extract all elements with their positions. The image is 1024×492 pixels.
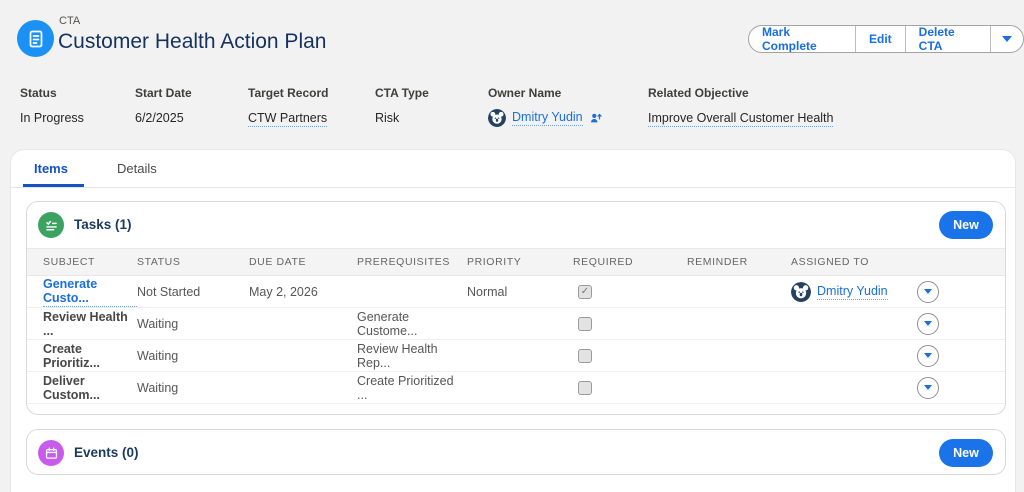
required-checkbox[interactable] bbox=[578, 380, 592, 395]
task-priority: Normal bbox=[467, 284, 508, 299]
field-related-objective: Related Objective Improve Overall Custom… bbox=[648, 86, 834, 127]
col-due-date: DUE DATE bbox=[249, 256, 307, 268]
field-cta-type: CTA Type Risk bbox=[375, 86, 429, 127]
field-value: In Progress bbox=[20, 111, 84, 125]
target-record-link[interactable]: CTW Partners bbox=[248, 111, 328, 127]
col-assigned-to: ASSIGNED TO bbox=[791, 256, 869, 268]
chevron-down-icon bbox=[924, 321, 932, 326]
field-value: 6/2/2025 bbox=[135, 111, 184, 125]
tasks-icon bbox=[38, 212, 64, 238]
field-label: CTA Type bbox=[375, 86, 429, 100]
task-status: Waiting bbox=[137, 348, 179, 363]
assignee-avatar bbox=[791, 281, 811, 302]
row-menu-button[interactable] bbox=[917, 344, 939, 367]
header-action-group: Mark Complete Edit Delete CTA bbox=[748, 25, 1024, 53]
task-prerequisites: Create Prioritized ... bbox=[357, 373, 454, 402]
task-status: Not Started bbox=[137, 284, 201, 299]
delete-cta-button[interactable]: Delete CTA bbox=[906, 26, 992, 52]
table-row: Generate Custo... Not Started May 2, 202… bbox=[27, 276, 1005, 308]
row-menu-button[interactable] bbox=[917, 312, 939, 335]
field-target-record: Target Record CTW Partners bbox=[248, 86, 328, 127]
task-prerequisites: Review Health Rep... bbox=[357, 341, 438, 370]
col-required: REQUIRED bbox=[573, 256, 634, 268]
tab-items[interactable]: Items bbox=[34, 161, 68, 176]
field-label: Status bbox=[20, 86, 57, 100]
field-label: Related Objective bbox=[648, 86, 749, 100]
table-row: Review Health ... Waiting Generate Custo… bbox=[27, 308, 1005, 340]
col-prerequisites: PREREQUISITES bbox=[357, 256, 450, 268]
task-status: Waiting bbox=[137, 380, 179, 395]
events-title: Events (0) bbox=[74, 445, 139, 460]
required-checkbox[interactable] bbox=[578, 316, 592, 331]
mark-complete-button[interactable]: Mark Complete bbox=[749, 26, 856, 52]
change-owner-icon[interactable] bbox=[589, 111, 603, 125]
tab-strip-divider bbox=[11, 187, 1015, 188]
task-subject: Create Prioritiz... bbox=[43, 341, 100, 370]
chevron-down-icon bbox=[924, 385, 932, 390]
field-value: Risk bbox=[375, 111, 400, 125]
table-row: Create Prioritiz... Waiting Review Healt… bbox=[27, 340, 1005, 372]
task-subject: Review Health ... bbox=[43, 309, 128, 338]
events-icon bbox=[38, 440, 64, 466]
owner-name-link[interactable]: Dmitry Yudin bbox=[512, 110, 583, 126]
field-label: Owner Name bbox=[488, 86, 562, 100]
field-label: Target Record bbox=[248, 86, 329, 100]
entity-label: CTA bbox=[59, 15, 81, 27]
task-due-date: May 2, 2026 bbox=[249, 284, 318, 299]
row-menu-button[interactable] bbox=[917, 280, 939, 303]
field-owner-name: Owner Name Dmitry Yudin bbox=[488, 86, 603, 127]
new-event-button[interactable]: New bbox=[939, 439, 993, 467]
col-status: STATUS bbox=[137, 256, 181, 268]
chevron-down-icon bbox=[924, 353, 932, 358]
more-actions-button[interactable] bbox=[991, 26, 1023, 52]
active-tab-underline bbox=[23, 184, 84, 187]
tasks-table-header: SUBJECT STATUS DUE DATE PREREQUISITES PR… bbox=[27, 248, 1005, 276]
assignee-link[interactable]: Dmitry Yudin bbox=[817, 283, 888, 300]
events-section: Events (0) New bbox=[26, 429, 1006, 475]
task-subject-link[interactable]: Generate Custo... bbox=[43, 277, 137, 307]
cta-record-icon bbox=[17, 20, 54, 57]
page-title: Customer Health Action Plan bbox=[58, 30, 327, 53]
tasks-section: Tasks (1) New SUBJECT STATUS DUE DATE PR… bbox=[26, 201, 1006, 415]
checklist-icon bbox=[29, 30, 42, 47]
task-subject: Deliver Custom... bbox=[43, 373, 100, 402]
tab-details[interactable]: Details bbox=[117, 161, 157, 176]
chevron-down-icon bbox=[1002, 36, 1013, 42]
task-prerequisites: Generate Custome... bbox=[357, 309, 418, 338]
tab-panel-card: Items Details Tasks (1) New SUBJECT STAT… bbox=[10, 149, 1016, 492]
tasks-title: Tasks (1) bbox=[74, 217, 132, 232]
edit-button[interactable]: Edit bbox=[856, 26, 906, 52]
required-checkbox[interactable] bbox=[578, 284, 592, 299]
required-checkbox[interactable] bbox=[578, 348, 592, 363]
col-subject: SUBJECT bbox=[43, 256, 96, 268]
field-start-date: Start Date 6/2/2025 bbox=[135, 86, 192, 127]
task-status: Waiting bbox=[137, 316, 179, 331]
row-menu-button[interactable] bbox=[917, 376, 939, 399]
col-priority: PRIORITY bbox=[467, 256, 522, 268]
related-objective-link[interactable]: Improve Overall Customer Health bbox=[648, 111, 834, 127]
chevron-down-icon bbox=[924, 289, 932, 294]
new-task-button[interactable]: New bbox=[939, 211, 993, 239]
field-status: Status In Progress bbox=[20, 86, 84, 127]
table-row: Deliver Custom... Waiting Create Priorit… bbox=[27, 372, 1005, 404]
field-label: Start Date bbox=[135, 86, 192, 100]
col-reminder: REMINDER bbox=[687, 256, 748, 268]
owner-avatar bbox=[488, 109, 506, 127]
